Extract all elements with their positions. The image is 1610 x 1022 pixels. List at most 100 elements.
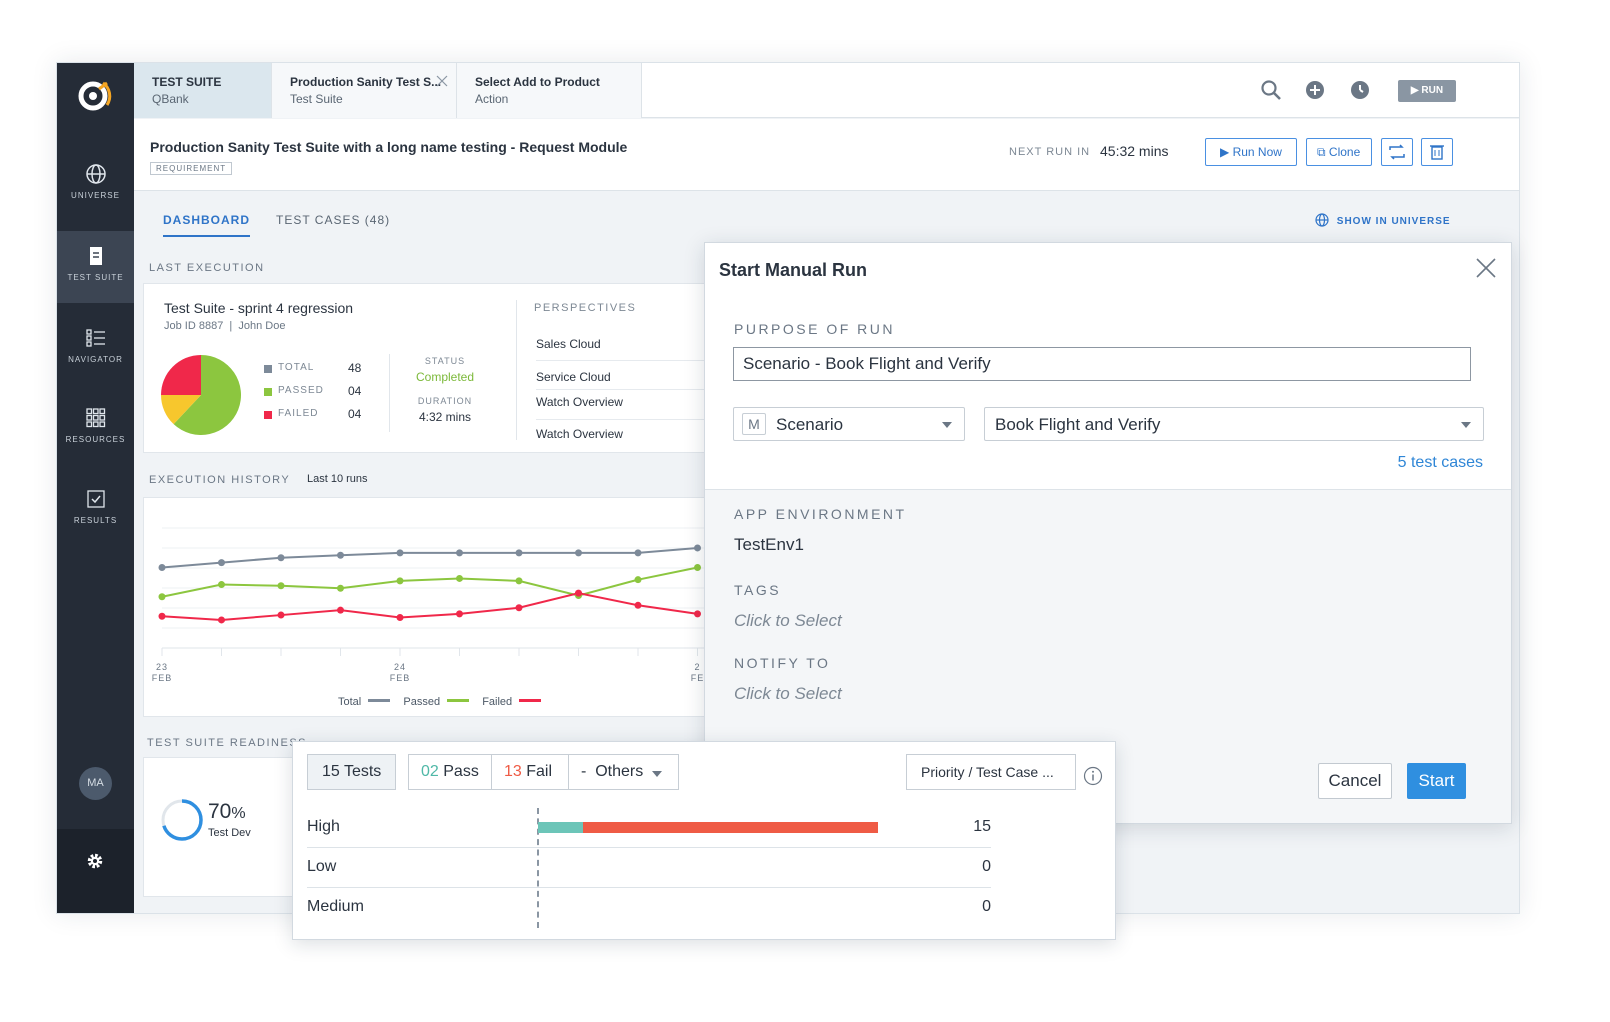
sidebar: UNIVERSE TEST SUITE NAVIGATOR (57, 63, 134, 913)
row-label: High (307, 818, 340, 835)
cancel-button[interactable]: Cancel (1318, 763, 1392, 799)
group-by-dropdown[interactable]: Priority / Test Case ... (906, 754, 1076, 790)
tab-test-suite-qbank[interactable]: TEST SUITE QBank (134, 63, 272, 118)
pie-slice-failed (161, 355, 201, 395)
data-point-failed[interactable] (634, 601, 642, 609)
delete-button[interactable] (1421, 138, 1453, 166)
others-filter-dropdown[interactable]: - Others (568, 754, 679, 790)
type-select[interactable]: M Scenario (733, 407, 965, 441)
sidebar-item-navigator[interactable]: NAVIGATOR (57, 313, 134, 385)
legend-swatch (368, 699, 391, 702)
data-point-total[interactable] (396, 549, 404, 557)
gear-icon (87, 853, 103, 869)
show-in-universe-link[interactable]: SHOW IN UNIVERSE (1315, 213, 1451, 227)
tab-title: Select Add to Product (475, 75, 600, 89)
run-button[interactable]: ▶ RUN (1398, 80, 1456, 102)
run-now-button[interactable]: ▶ Run Now (1205, 138, 1297, 166)
data-point-failed[interactable] (694, 610, 701, 618)
legend-total: TOTAL 48 (264, 361, 374, 385)
data-point-failed[interactable] (337, 606, 344, 614)
chevron-down-icon (652, 771, 662, 777)
info-icon[interactable] (1083, 766, 1103, 786)
data-point-passed[interactable] (277, 582, 285, 590)
sidebar-item-resources[interactable]: RESOURCES (57, 393, 134, 465)
data-point-passed[interactable] (218, 581, 225, 589)
priority-row-high[interactable]: High 15 (307, 808, 991, 848)
next-run-value: 45:32 mins (1100, 143, 1169, 159)
x-tick-label: 23 (156, 662, 168, 672)
priority-row-medium[interactable]: Medium 0 (307, 888, 991, 928)
perspective-item[interactable]: Sales Cloud (536, 330, 736, 361)
tab-select-add-to-product[interactable]: Select Add to Product Action (457, 63, 642, 118)
repeat-button[interactable] (1381, 138, 1413, 166)
data-point-total[interactable] (158, 563, 166, 571)
app-logo[interactable] (69, 75, 123, 115)
env-value[interactable]: TestEnv1 (734, 535, 804, 554)
data-point-failed[interactable] (515, 604, 523, 612)
type-value: Scenario (776, 415, 844, 434)
perspective-item[interactable]: Watch Overview (536, 390, 736, 420)
data-point-total[interactable] (634, 549, 642, 557)
tab-subtitle: Action (475, 92, 509, 106)
sidebar-item-universe[interactable]: UNIVERSE (57, 149, 134, 221)
sidebar-item-results[interactable]: RESULTS (57, 474, 134, 546)
series-line-total (161, 546, 698, 569)
tab-dashboard[interactable]: DASHBOARD (163, 213, 250, 237)
data-point-failed[interactable] (158, 612, 166, 620)
purpose-input[interactable]: Scenario - Book Flight and Verify (733, 347, 1471, 381)
data-point-total[interactable] (456, 549, 463, 557)
data-point-passed[interactable] (515, 577, 523, 585)
legend-swatch (264, 365, 272, 373)
sidebar-item-label: RESULTS (73, 516, 118, 525)
legend-failed: FAILED 04 (264, 407, 374, 431)
data-point-passed[interactable] (634, 576, 642, 584)
data-point-passed[interactable] (456, 574, 463, 582)
job-meta: Job ID 8887 | John Doe (164, 320, 286, 332)
data-point-failed[interactable] (456, 610, 463, 618)
notify-select[interactable]: Click to Select (734, 684, 842, 703)
add-icon[interactable] (1304, 79, 1326, 101)
data-point-passed[interactable] (694, 563, 701, 571)
tests-filter-button[interactable]: 15 Tests (307, 754, 396, 790)
data-point-total[interactable] (337, 551, 344, 559)
fail-filter-button[interactable]: 13 Fail (491, 754, 569, 790)
close-tab-icon[interactable] (436, 75, 448, 87)
perspective-item[interactable]: Watch Overview (536, 427, 623, 441)
close-icon[interactable] (1475, 257, 1497, 279)
scenario-select[interactable]: Book Flight and Verify (984, 407, 1484, 441)
data-point-failed[interactable] (575, 589, 582, 597)
data-point-failed[interactable] (396, 614, 404, 621)
data-point-total[interactable] (515, 549, 523, 557)
tab-test-cases[interactable]: TEST CASES (48) (276, 213, 391, 227)
tab-production-sanity[interactable]: Production Sanity Test S... Test Suite (272, 63, 457, 118)
clock-icon[interactable] (1349, 79, 1371, 101)
start-button[interactable]: Start (1407, 763, 1466, 799)
suite-header: Production Sanity Test Suite with a long… (134, 119, 1519, 191)
next-run-label: NEXT RUN IN (1009, 146, 1091, 158)
data-point-failed[interactable] (277, 611, 285, 619)
priority-breakdown-panel: 15 Tests 02 Pass 13 Fail - Others Priori… (292, 741, 1116, 940)
data-point-total[interactable] (218, 559, 225, 567)
data-point-passed[interactable] (158, 593, 166, 601)
data-point-total[interactable] (277, 554, 285, 562)
data-point-total[interactable] (575, 549, 582, 557)
avatar[interactable]: MA (79, 767, 112, 800)
status-value: Completed (415, 370, 475, 384)
sidebar-item-test-suite[interactable]: TEST SUITE (57, 231, 134, 303)
tags-select[interactable]: Click to Select (734, 611, 842, 630)
clone-button[interactable]: ⧉ Clone (1306, 138, 1372, 166)
pass-filter-button[interactable]: 02 Pass (408, 754, 492, 790)
perspective-item[interactable]: Service Cloud (536, 361, 736, 390)
settings-button[interactable] (57, 829, 134, 913)
row-value: 0 (982, 858, 991, 875)
search-icon[interactable] (1260, 79, 1282, 101)
clone-label: Clone (1328, 145, 1361, 159)
data-point-failed[interactable] (218, 616, 225, 624)
test-cases-link[interactable]: 5 test cases (1397, 454, 1483, 471)
data-point-total[interactable] (694, 544, 701, 552)
priority-row-low[interactable]: Low 0 (307, 848, 991, 888)
data-point-passed[interactable] (396, 577, 404, 585)
data-point-passed[interactable] (337, 584, 344, 592)
tests-count: 15 (322, 763, 340, 780)
